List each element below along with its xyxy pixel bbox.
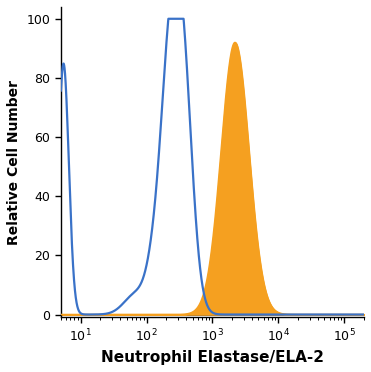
Y-axis label: Relative Cell Number: Relative Cell Number (7, 80, 21, 245)
X-axis label: Neutrophil Elastase/ELA-2: Neutrophil Elastase/ELA-2 (101, 350, 324, 365)
